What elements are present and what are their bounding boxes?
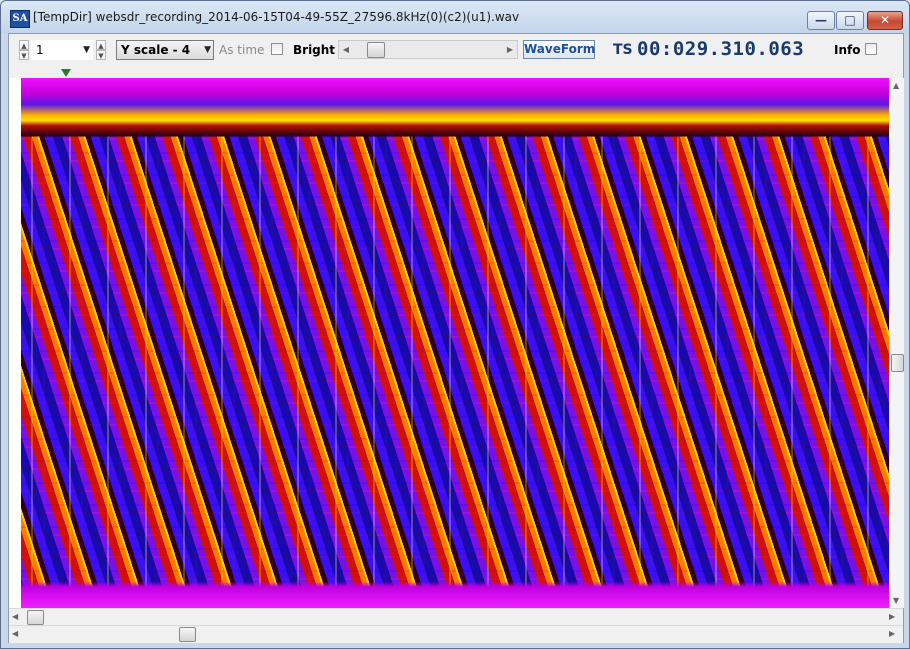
chevron-down-icon: ▼	[83, 45, 90, 55]
spin-down-icon[interactable]: ▼	[19, 50, 29, 60]
channel-value: 1	[36, 43, 44, 57]
horizontal-scroll-thumb-2[interactable]	[179, 627, 196, 642]
app-icon[interactable]: SA	[10, 10, 30, 28]
maximize-button[interactable]: □	[836, 11, 864, 30]
scroll-right-icon[interactable]: ▶	[889, 612, 896, 621]
maximize-icon: □	[844, 13, 856, 27]
horizontal-scrollbar-1[interactable]: ◀ ▶	[9, 608, 903, 626]
horizontal-scroll-thumb-1[interactable]	[27, 610, 44, 625]
channel-select[interactable]: 1 ▼	[31, 40, 93, 60]
chevron-down-icon: ▼	[204, 45, 211, 55]
spin-down-icon[interactable]: ▼	[96, 50, 106, 60]
client-area: ▲ ▼ 1 ▼ ▲ ▼ Y scale - 4 ▼ As time Bright…	[8, 33, 904, 643]
scroll-left-icon[interactable]: ◀	[12, 612, 19, 621]
slider-thumb[interactable]	[367, 42, 385, 58]
yscale-value: Y scale - 4	[121, 43, 191, 57]
spin-up-icon[interactable]: ▲	[19, 40, 29, 50]
as-time-checkbox[interactable]	[271, 43, 283, 55]
horizontal-scrollbar-2[interactable]: ◀ ▶	[9, 625, 903, 643]
position-marker-icon[interactable]	[61, 69, 71, 77]
waveform-button[interactable]: WaveForm	[523, 40, 595, 59]
scroll-up-icon[interactable]: ▲	[893, 81, 900, 90]
spectrogram-image[interactable]	[21, 78, 889, 608]
toolbar: ▲ ▼ 1 ▼ ▲ ▼ Y scale - 4 ▼ As time Bright…	[9, 34, 903, 66]
vertical-scroll-thumb[interactable]	[891, 354, 904, 372]
bright-label: Bright	[293, 43, 336, 57]
ts-label: TS	[613, 42, 633, 58]
close-icon: ✕	[879, 13, 891, 27]
scroll-right-icon[interactable]: ▶	[506, 45, 514, 54]
yscale-select[interactable]: Y scale - 4 ▼	[116, 40, 214, 60]
info-label: Info	[834, 43, 861, 57]
as-time-label: As time	[219, 43, 265, 57]
title-bar[interactable]: SA [TempDir] websdr_recording_2014-06-15…	[1, 1, 909, 33]
minimize-button[interactable]: —	[807, 11, 835, 30]
channel-spinner-2[interactable]: ▲ ▼	[96, 40, 106, 60]
timestamp-value: 00:029.310.063	[637, 38, 805, 60]
brightness-slider[interactable]: ◀ ▶	[338, 40, 518, 59]
close-button[interactable]: ✕	[867, 11, 903, 30]
channel-spinner[interactable]: ▲ ▼	[19, 40, 29, 60]
spin-up-icon[interactable]: ▲	[96, 40, 106, 50]
scroll-left-icon[interactable]: ◀	[342, 45, 350, 54]
minimize-icon: —	[815, 13, 827, 27]
vertical-scrollbar[interactable]: ▲ ▼	[889, 78, 904, 608]
scroll-down-icon[interactable]: ▼	[893, 596, 900, 605]
scroll-left-icon[interactable]: ◀	[12, 629, 19, 638]
info-checkbox[interactable]	[865, 43, 877, 55]
scroll-right-icon[interactable]: ▶	[889, 629, 896, 638]
spectrogram-panel: ▲ ▼	[9, 78, 904, 608]
window-title: [TempDir] websdr_recording_2014-06-15T04…	[33, 10, 520, 24]
